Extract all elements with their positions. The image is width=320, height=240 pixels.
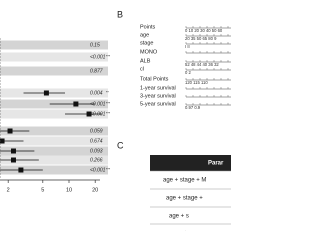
- nomogram-label: MONO: [140, 49, 158, 55]
- significance: ***: [106, 111, 111, 115]
- table-cell: age + stage + M: [163, 178, 206, 184]
- x-tick-label: 2: [7, 187, 10, 193]
- panel-label: C: [117, 140, 124, 150]
- panel-label: B: [117, 9, 123, 19]
- p-value: <0.001: [90, 54, 106, 60]
- p-value: 0.266: [90, 157, 103, 163]
- table-cell: age + stage +: [166, 196, 203, 202]
- nomogram-label: ALB: [140, 58, 151, 64]
- nomogram-label: 5-year survival: [140, 101, 176, 107]
- nomogram-scale: 0.97 0.9: [185, 105, 201, 110]
- p-value: 0.674: [90, 138, 103, 144]
- row-band: [0, 109, 108, 119]
- nomogram-label: 1-year survival: [140, 85, 176, 91]
- p-value: 0.093: [90, 148, 103, 154]
- nomogram-label: Points: [140, 24, 156, 30]
- significance: ***: [106, 101, 111, 105]
- nomogram-scale: I II: [185, 44, 190, 49]
- nomogram-label: stage: [140, 40, 153, 46]
- row-band: [0, 40, 108, 50]
- nomogram-label: Total Points: [140, 76, 169, 82]
- p-value: 0.877: [90, 68, 103, 74]
- significance: ***: [106, 54, 111, 58]
- row-band: [0, 66, 108, 76]
- hr-marker: [73, 101, 79, 107]
- nomogram-scale: 0 10 20 30 40 50 60: [185, 28, 223, 33]
- hr-marker: [10, 148, 16, 154]
- nomogram-scale: 120 115 110: [185, 80, 208, 85]
- row-band: [0, 155, 108, 165]
- row-band: [0, 136, 108, 146]
- nomogram-scale: 20 35 50 65 80 9: [185, 36, 217, 41]
- hr-marker: [18, 167, 24, 173]
- hr-marker: [10, 157, 16, 163]
- p-value: <0.001: [90, 101, 106, 107]
- hr-marker: [43, 90, 49, 96]
- p-value: 0.15: [90, 42, 100, 48]
- significance: ***: [106, 167, 111, 171]
- nomogram-label: cl: [140, 66, 144, 72]
- x-tick-label: 10: [66, 187, 72, 193]
- nomogram-scale: 0 2: [185, 70, 191, 75]
- significance: **: [106, 90, 109, 94]
- hr-marker: [0, 138, 5, 144]
- row-band: [0, 126, 108, 136]
- row-band: [0, 146, 108, 156]
- table-header-text: Parar: [208, 161, 224, 167]
- p-value: <0.001: [90, 111, 106, 117]
- hr-marker: [86, 111, 92, 117]
- hr-marker: [7, 128, 13, 134]
- nomogram-scale: 52 48 44 40 36 32: [185, 62, 219, 67]
- p-value: <0.001: [90, 167, 106, 173]
- row-band: [0, 52, 108, 62]
- nomogram-label: age: [140, 32, 149, 38]
- p-value: 0.059: [90, 128, 103, 134]
- x-tick-label: 20: [92, 187, 98, 193]
- table-cell: age + s: [169, 214, 189, 220]
- p-value: 0.004: [90, 90, 103, 96]
- nomogram-label: 3-year survival: [140, 93, 176, 99]
- row-band: [0, 165, 108, 175]
- x-tick-label: 5: [41, 187, 44, 193]
- table-header: [150, 155, 231, 171]
